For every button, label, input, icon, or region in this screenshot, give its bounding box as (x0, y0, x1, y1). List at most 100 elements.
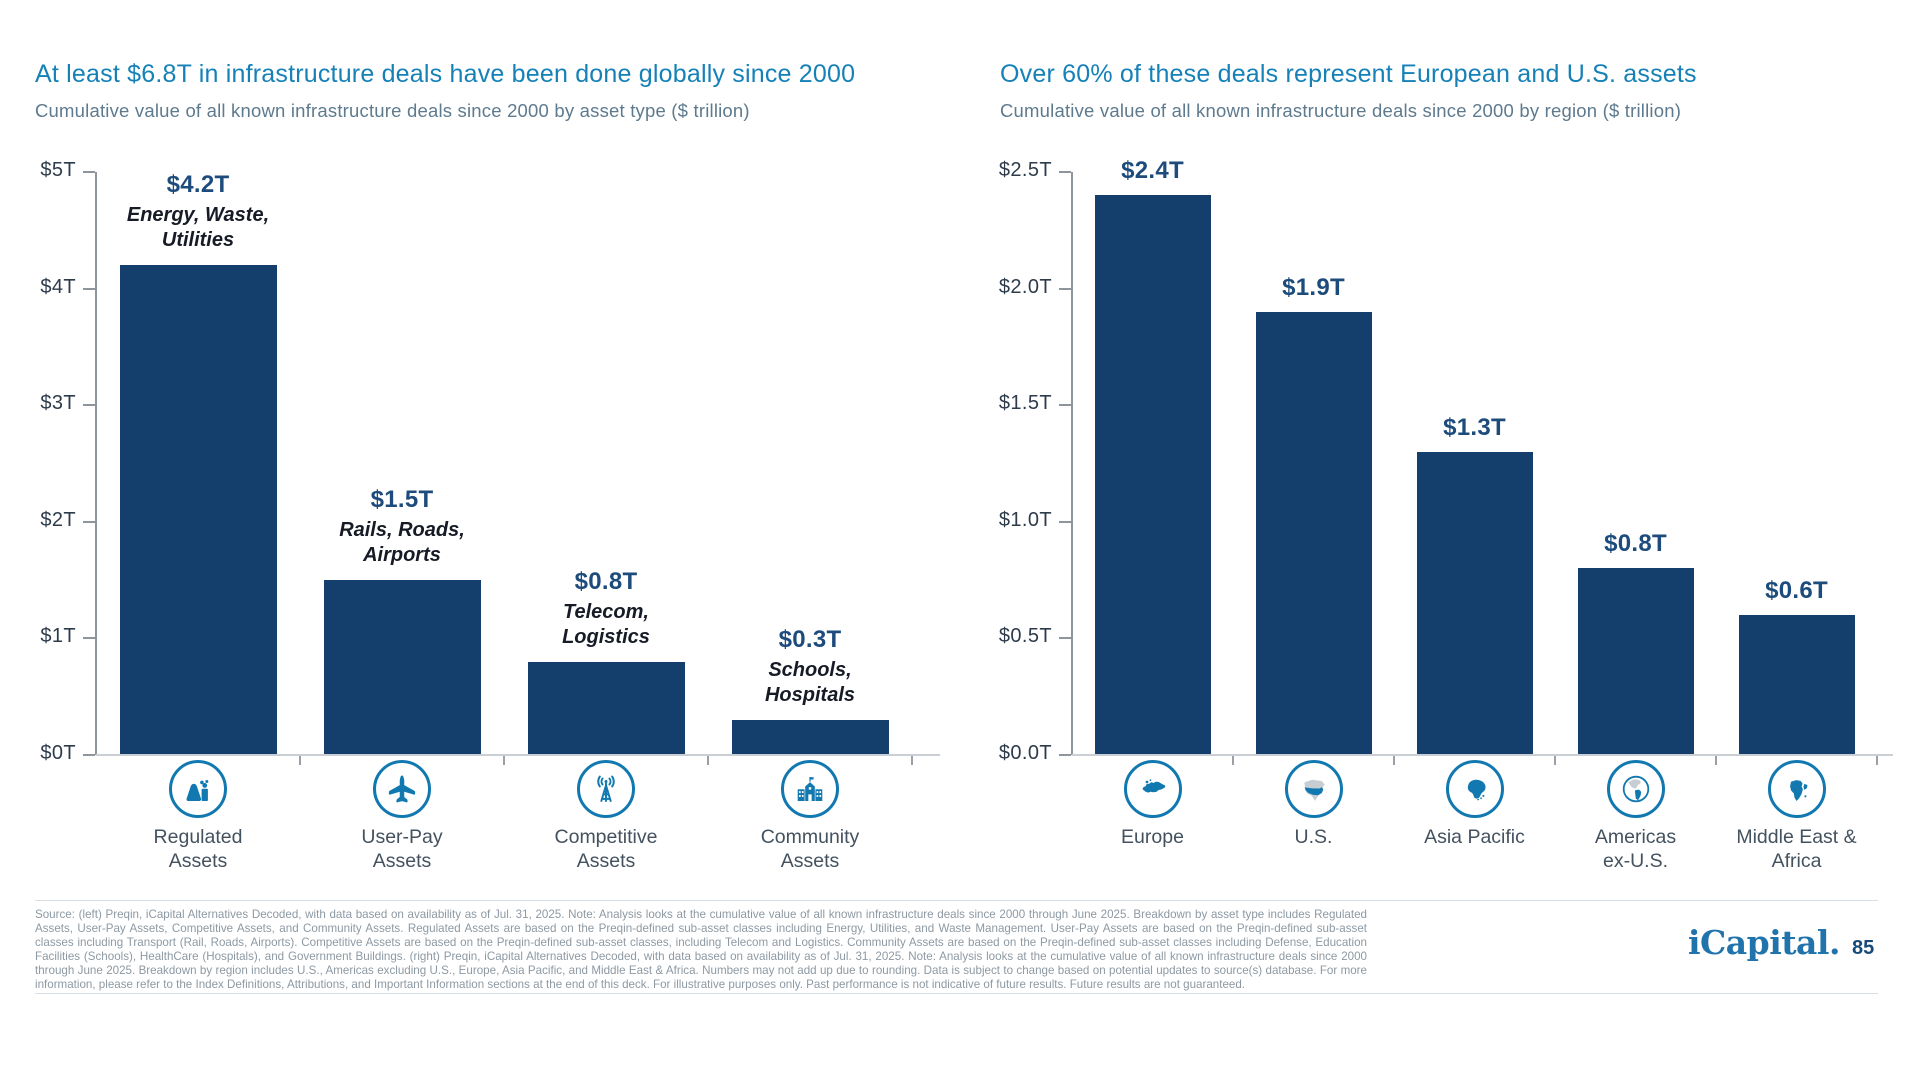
bar-value-label: $2.4T (1121, 157, 1184, 185)
bar (323, 580, 481, 755)
y-axis-tick (1059, 404, 1071, 407)
x-axis (1072, 754, 1893, 756)
y-axis-tick-label: $0.0T (998, 742, 1052, 764)
x-axis-tick (1876, 755, 1878, 765)
category-label: Assets (372, 850, 432, 872)
x-axis-tick (1715, 755, 1717, 765)
bar-annotation: Energy, Waste, (126, 204, 270, 227)
asia-map-icon (1445, 760, 1504, 818)
category-label: Assets (576, 850, 636, 872)
y-axis-tick (83, 637, 95, 640)
bar-value-label: $4.2T (166, 171, 230, 199)
bar-annotation: Utilities (161, 229, 235, 252)
left-chart-title: At least $6.8T in infrastructure deals h… (35, 60, 856, 88)
y-axis-tick (1059, 287, 1071, 290)
y-axis-tick-label: $3T (40, 392, 76, 415)
x-axis-tick (503, 755, 505, 765)
bar (527, 661, 685, 755)
bar-value-label: $1.9T (1282, 273, 1345, 301)
bar-annotation: Logistics (562, 625, 650, 648)
y-axis (95, 172, 97, 755)
category-label: Africa (1771, 850, 1822, 872)
y-axis-tick-label: $2.5T (998, 159, 1052, 181)
source-text: Source: (left) Preqin, iCapital Alternat… (35, 908, 1367, 991)
bar (1094, 195, 1211, 755)
category-label: Assets (168, 850, 228, 872)
right-chart-title: Over 60% of these deals represent Europe… (1000, 60, 1697, 88)
x-axis-tick (1554, 755, 1556, 765)
y-axis-tick (83, 404, 95, 407)
bar-annotation: Rails, Roads, (339, 519, 465, 542)
bar-value-label: $0.8T (574, 567, 638, 595)
us-map-icon (1284, 760, 1343, 818)
bar-value-label: $0.6T (1765, 577, 1828, 605)
europe-map-icon (1123, 760, 1182, 818)
y-axis-tick-label: $0T (40, 742, 76, 764)
category-label: Americas (1594, 826, 1677, 848)
x-axis-tick (911, 755, 913, 765)
footer-divider-bottom (35, 993, 1878, 994)
x-axis-tick (1232, 755, 1234, 765)
bar (1255, 311, 1372, 755)
x-axis-tick (1393, 755, 1395, 765)
bar (1577, 568, 1694, 755)
bar-value-label: $0.8T (1604, 530, 1667, 558)
y-axis-tick (83, 171, 95, 173)
x-axis (96, 754, 940, 756)
y-axis-tick (1059, 171, 1071, 173)
bar-annotation: Airports (363, 544, 441, 567)
category-label: Regulated (153, 826, 243, 848)
category-label: Europe (1121, 826, 1184, 848)
category-label: User-Pay (361, 826, 443, 848)
right-chart-header: Over 60% of these deals represent Europe… (1000, 60, 1697, 122)
y-axis (1071, 172, 1073, 755)
category-label: Community (760, 826, 860, 848)
y-axis-tick-label: $1.0T (998, 508, 1052, 531)
y-axis-tick (83, 287, 95, 290)
page-number: 85 (1851, 937, 1875, 959)
footer-divider-top (35, 900, 1878, 901)
bar-annotation: Telecom, (563, 600, 649, 623)
y-axis-tick (1059, 754, 1071, 756)
category-label: Competitive (554, 826, 658, 848)
radio-tower-icon (577, 760, 635, 818)
x-axis-tick (299, 755, 301, 765)
school-building-icon (781, 760, 839, 818)
left-chart-subtitle: Cumulative value of all known infrastruc… (35, 100, 750, 121)
category-label: Assets (780, 850, 840, 872)
category-label: Middle East & (1736, 826, 1857, 848)
bar-annotation: Hospitals (764, 684, 856, 707)
category-label: Asia Pacific (1424, 826, 1525, 848)
x-axis-tick (707, 755, 709, 765)
africa-map-icon (1767, 760, 1826, 818)
bar (1416, 451, 1533, 755)
y-axis-tick-label: $2T (40, 508, 76, 531)
y-axis-tick (1059, 520, 1071, 523)
bar-annotation: Schools, (768, 659, 852, 682)
power-plant-icon (169, 760, 227, 818)
bar-value-label: $0.3T (778, 626, 842, 654)
y-axis-tick (83, 754, 95, 756)
icapital-logo: iCapital. 85 (1688, 923, 1874, 962)
americas-globe-icon (1606, 760, 1665, 818)
category-label: ex-U.S. (1602, 850, 1668, 872)
logo-wordmark: iCapital. (1688, 923, 1840, 962)
y-axis-tick-label: $2.0T (998, 275, 1052, 298)
airplane-icon (373, 760, 431, 818)
bar-value-label: $1.3T (1443, 413, 1506, 441)
y-axis-tick (83, 520, 95, 523)
y-axis-tick (1059, 637, 1071, 640)
category-label: U.S. (1294, 826, 1333, 848)
bar-value-label: $1.5T (370, 486, 434, 514)
right-chart-subtitle: Cumulative value of all known infrastruc… (1000, 100, 1682, 121)
y-axis-tick-label: $5T (40, 159, 76, 181)
y-axis-tick-label: $4T (40, 275, 76, 298)
bar (731, 720, 889, 755)
y-axis-tick-label: $1.5T (998, 392, 1052, 415)
bar (1738, 615, 1855, 755)
left-chart-header: At least $6.8T in infrastructure deals h… (35, 60, 855, 122)
y-axis-tick-label: $1T (40, 625, 76, 648)
